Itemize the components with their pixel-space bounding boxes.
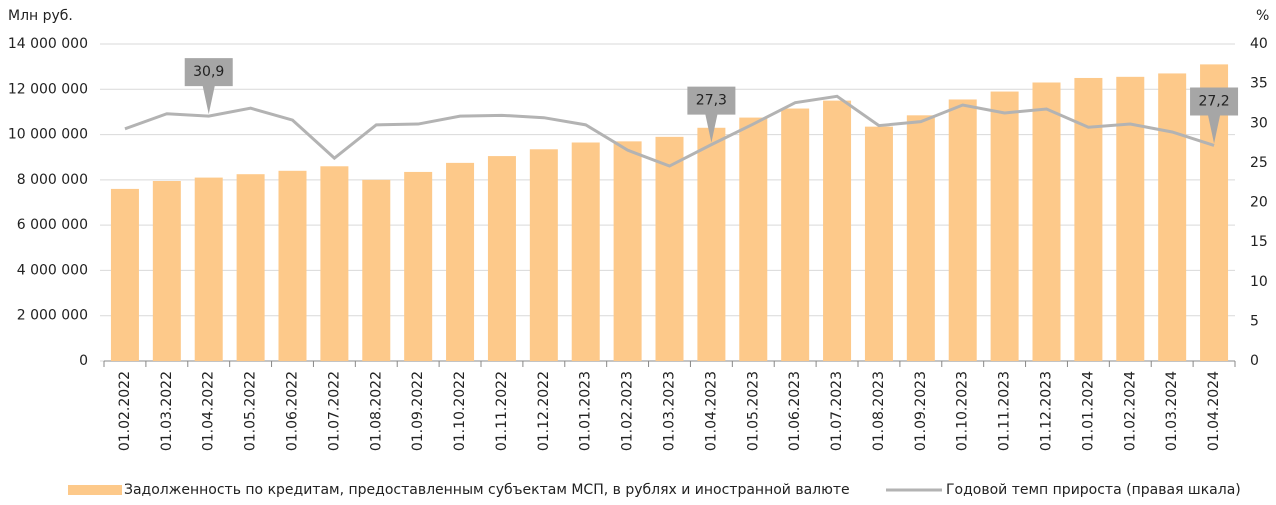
bar — [906, 115, 935, 361]
bar — [781, 108, 810, 362]
x-tick-label: 01.03.2023 — [662, 371, 678, 451]
data-label: 27,2 — [1198, 93, 1229, 109]
y2-tick-label: 35 — [1250, 76, 1268, 92]
x-tick-label: 01.10.2022 — [452, 371, 468, 451]
y2-tick-label: 40 — [1250, 36, 1268, 52]
x-tick-label: 01.01.2024 — [1080, 371, 1096, 451]
bar — [278, 170, 307, 361]
bar — [990, 91, 1019, 362]
bar — [194, 177, 223, 361]
x-tick-label: 01.01.2023 — [578, 371, 594, 451]
bar — [571, 142, 600, 361]
bar — [1032, 82, 1061, 361]
bar — [320, 166, 349, 361]
x-tick-label: 01.08.2023 — [871, 371, 887, 451]
y2-tick-label: 30 — [1250, 115, 1268, 131]
x-tick-label: 01.04.2022 — [201, 371, 217, 451]
x-tick-label: 01.07.2022 — [326, 371, 342, 451]
x-tick-label: 01.11.2023 — [997, 371, 1013, 451]
x-tick-label: 01.11.2022 — [494, 371, 510, 451]
callout-box — [1190, 87, 1239, 144]
bar — [1074, 77, 1103, 361]
x-tick-label: 01.10.2023 — [955, 371, 971, 451]
data-label: 30,9 — [193, 64, 224, 80]
bar — [487, 156, 516, 361]
x-tick-label: 01.04.2023 — [703, 371, 719, 451]
bar — [529, 149, 558, 361]
bar — [1116, 76, 1145, 361]
y-axis-title: Млн руб. — [8, 8, 73, 24]
bar — [446, 162, 475, 361]
y-tick-label: 4 000 000 — [17, 262, 88, 278]
bar — [739, 117, 768, 361]
y-tick-label: 8 000 000 — [17, 172, 88, 188]
x-tick-label: 01.02.2024 — [1122, 371, 1138, 451]
x-tick-label: 01.07.2023 — [829, 371, 845, 451]
x-tick-label: 01.06.2022 — [285, 371, 301, 451]
bar — [110, 188, 139, 361]
bar — [948, 99, 977, 361]
bar — [823, 100, 852, 361]
bar — [864, 126, 893, 362]
x-tick-label: 01.02.2023 — [620, 371, 636, 451]
legend-swatch — [68, 485, 122, 495]
y2-tick-label: 20 — [1250, 195, 1268, 211]
bar — [404, 171, 433, 361]
y2-tick-label: 10 — [1250, 274, 1268, 290]
bar — [655, 136, 684, 361]
line — [124, 94, 1215, 168]
y-tick-label: 0 — [79, 353, 88, 369]
y2-axis-title: % — [1256, 8, 1269, 24]
y2-tick-label: 0 — [1250, 353, 1259, 369]
y-tick-label: 2 000 000 — [17, 308, 88, 324]
x-tick-label: 01.05.2022 — [243, 371, 259, 451]
y-tick-label: 10 000 000 — [8, 127, 88, 143]
bar — [613, 141, 642, 361]
y2-tick-label: 5 — [1250, 313, 1259, 329]
x-tick-label: 01.02.2022 — [117, 371, 133, 451]
bar — [236, 174, 265, 361]
x-tick-label: 01.08.2022 — [368, 371, 384, 451]
x-tick-label: 01.03.2022 — [159, 371, 175, 451]
x-tick-label: 01.12.2022 — [536, 371, 552, 451]
bar — [362, 179, 391, 361]
data-label: 27,3 — [696, 93, 727, 109]
x-tick-label: 01.09.2022 — [410, 371, 426, 451]
x-tick-label: 01.03.2024 — [1164, 371, 1180, 451]
x-tick-label: 01.12.2023 — [1039, 371, 1055, 451]
legend-label: Годовой темп прироста (правая шкала) — [946, 482, 1241, 498]
callout-box — [687, 86, 736, 143]
x-tick-label: 01.04.2024 — [1206, 371, 1222, 451]
y-tick-label: 12 000 000 — [8, 81, 88, 97]
y-tick-label: 6 000 000 — [17, 217, 88, 233]
x-tick-label: 01.05.2023 — [745, 371, 761, 451]
legend-label: Задолженность по кредитам, предоставленн… — [124, 482, 850, 498]
callout-box — [184, 58, 233, 115]
bar — [1158, 73, 1187, 361]
bar — [152, 180, 181, 361]
y2-tick-label: 25 — [1250, 155, 1268, 171]
y2-tick-label: 15 — [1250, 234, 1268, 250]
y-tick-label: 14 000 000 — [8, 36, 88, 52]
x-tick-label: 01.06.2023 — [787, 371, 803, 451]
bar — [697, 127, 726, 362]
x-tick-label: 01.09.2023 — [913, 371, 929, 451]
